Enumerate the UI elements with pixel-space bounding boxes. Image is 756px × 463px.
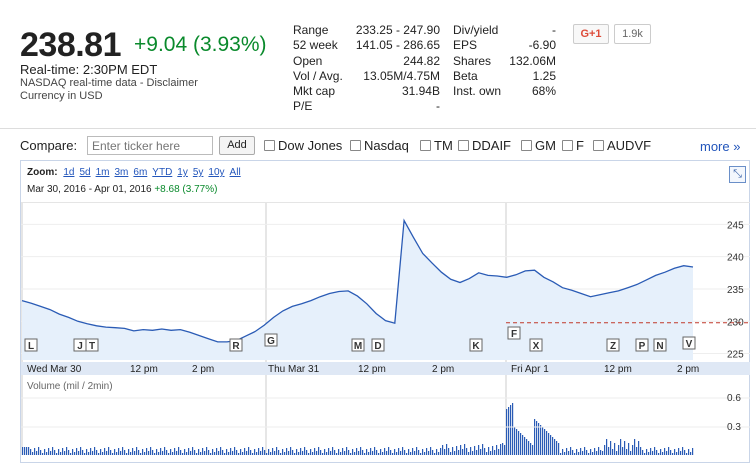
stat-row: Vol / Avg. 13.05M/4.75M <box>293 69 440 84</box>
compare-ticker-label: DDAIF <box>472 138 511 153</box>
stat-label: 52 week <box>293 38 338 53</box>
stat-value: 141.05 - 286.65 <box>355 38 440 53</box>
stat-row: Open 244.82 <box>293 54 440 69</box>
stat-row: Mkt cap 31.94B <box>293 84 440 99</box>
zoom-5d[interactable]: 5d <box>79 167 91 178</box>
stat-label: Inst. own <box>453 84 502 99</box>
zoom-1d[interactable]: 1d <box>63 167 75 178</box>
checkbox-icon[interactable] <box>420 140 431 151</box>
compare-ticker-label: TM <box>434 138 453 153</box>
stats-right-table: Div/yield - EPS -6.90 Shares 132.06M Beta 1.… <box>453 23 556 99</box>
stat-row: EPS -6.90 <box>453 38 556 53</box>
compare-ticker-label: Dow Jones <box>278 138 343 153</box>
ticker-search-input[interactable] <box>87 136 213 155</box>
stat-row: Inst. own 68% <box>453 84 556 99</box>
compare-checkbox-dow-jones[interactable]: Dow Jones <box>264 138 342 153</box>
divider <box>0 128 756 129</box>
compare-checkbox-audvf[interactable]: AUDVF <box>593 138 651 153</box>
stat-label: Mkt cap <box>293 84 336 99</box>
stock-price: 238.81 <box>20 26 122 64</box>
data-source-disclaimer[interactable]: NASDAQ real-time data - Disclaimer <box>20 77 198 89</box>
compare-checkbox-ddaif[interactable]: DDAIF <box>458 138 511 153</box>
stat-value: -6.90 <box>528 38 556 53</box>
zoom-all[interactable]: All <box>229 167 241 178</box>
compare-checkbox-f[interactable]: F <box>562 138 584 153</box>
stat-label: Range <box>293 23 329 37</box>
zoom-controls: Zoom: 1d 5d 1m 3m 6m YTD 1y 5y 10y All <box>27 167 246 178</box>
stat-row: Div/yield - <box>453 23 556 38</box>
stat-value: 244.82 <box>403 53 440 68</box>
compare-checkbox-nasdaq[interactable]: Nasdaq <box>350 138 409 153</box>
range-change: +8.68 (3.77%) <box>154 184 218 195</box>
checkbox-icon[interactable] <box>350 140 361 151</box>
range-start: Mar 30, 2016 <box>27 184 86 195</box>
compare-ticker-label: GM <box>535 138 556 153</box>
compare-label: Compare: <box>20 138 78 153</box>
compare-ticker-label: Nasdaq <box>364 138 409 153</box>
zoom-3m[interactable]: 3m <box>114 167 129 178</box>
stat-row: 52 week 141.05 - 286.65 <box>293 38 440 53</box>
share-count: 1.9k <box>614 24 651 44</box>
checkbox-icon[interactable] <box>264 140 275 151</box>
stat-value: 132.06M <box>509 53 556 68</box>
compare-bar: Compare: Add Dow Jones Nasdaq TM DDAIF G… <box>20 135 756 157</box>
stat-label: Beta <box>453 68 478 83</box>
chart-frame <box>20 160 750 463</box>
stat-label: Div/yield <box>453 23 499 37</box>
stat-value: 1.25 <box>532 68 556 83</box>
checkbox-icon[interactable] <box>521 140 532 151</box>
range-end: Apr 01, 2016 <box>94 184 152 195</box>
add-ticker-button[interactable]: Add <box>219 136 255 155</box>
stat-value: 31.94B <box>401 84 440 99</box>
stat-label: Open <box>293 53 323 68</box>
range-separator: - <box>88 184 93 195</box>
stat-row: P/E - <box>293 99 440 114</box>
stat-value: 68% <box>531 84 556 99</box>
zoom-1m[interactable]: 1m <box>95 167 110 178</box>
stat-label: Shares <box>453 53 492 68</box>
currency-label: Currency in USD <box>20 90 103 102</box>
zoom-ytd[interactable]: YTD <box>152 167 173 178</box>
compare-checkbox-gm[interactable]: GM <box>521 138 556 153</box>
zoom-10y[interactable]: 10y <box>208 167 225 178</box>
stat-value: - <box>436 99 440 114</box>
stat-row: Beta 1.25 <box>453 69 556 84</box>
stat-value: - <box>552 23 556 37</box>
stat-label: Vol / Avg. <box>293 68 343 83</box>
checkbox-icon[interactable] <box>458 140 469 151</box>
stat-row: Shares 132.06M <box>453 54 556 69</box>
expand-icon[interactable]: ⤡ <box>729 166 746 183</box>
date-range: Mar 30, 2016 - Apr 01, 2016 +8.68 (3.77%… <box>27 184 217 195</box>
stat-value: 233.25 - 247.90 <box>355 23 440 37</box>
google-plus-button[interactable]: G+1 <box>573 24 609 44</box>
stat-label: EPS <box>453 38 478 53</box>
zoom-6m[interactable]: 6m <box>133 167 148 178</box>
stat-value: 13.05M/4.75M <box>363 68 440 83</box>
zoom-1y[interactable]: 1y <box>177 167 188 178</box>
checkbox-icon[interactable] <box>562 140 573 151</box>
zoom-5y[interactable]: 5y <box>192 167 204 178</box>
realtime-label: Real-time: 2:30PM EDT <box>20 62 158 77</box>
checkbox-icon[interactable] <box>593 140 604 151</box>
price-change: +9.04 (3.93%) <box>134 33 267 56</box>
compare-ticker-label: F <box>576 138 584 153</box>
zoom-label: Zoom: <box>27 167 58 178</box>
more-link[interactable]: more » <box>700 139 741 154</box>
stats-left-table: Range 233.25 - 247.90 52 week 141.05 - 286… <box>293 23 440 115</box>
compare-checkbox-tm[interactable]: TM <box>420 138 453 153</box>
stat-row: Range 233.25 - 247.90 <box>293 23 440 38</box>
compare-ticker-label: AUDVF <box>607 138 652 153</box>
stat-label: P/E <box>293 99 313 114</box>
